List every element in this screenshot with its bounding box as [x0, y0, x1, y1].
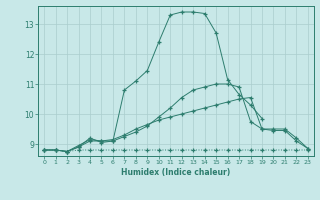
X-axis label: Humidex (Indice chaleur): Humidex (Indice chaleur) — [121, 168, 231, 177]
